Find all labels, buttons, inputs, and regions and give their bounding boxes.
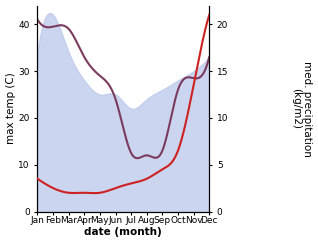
Y-axis label: med. precipitation
(kg/m2): med. precipitation (kg/m2) bbox=[291, 61, 313, 156]
Y-axis label: max temp (C): max temp (C) bbox=[5, 73, 16, 144]
X-axis label: date (month): date (month) bbox=[85, 227, 162, 237]
